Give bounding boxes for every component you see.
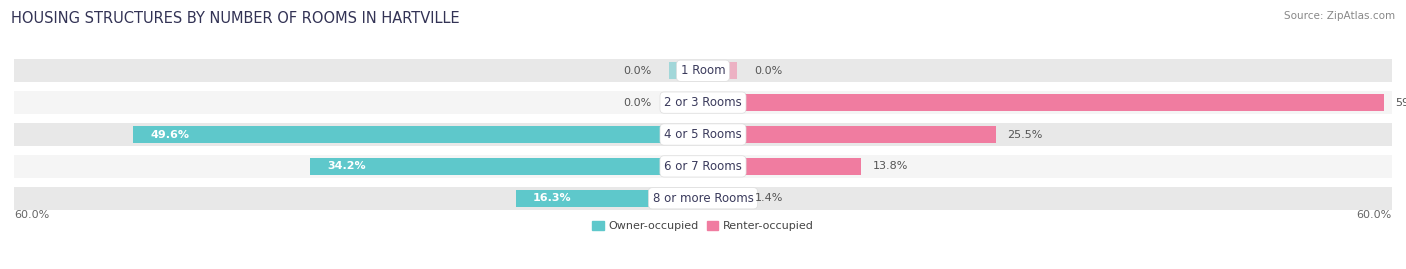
Bar bbox=[14, 187, 1392, 210]
Text: 25.5%: 25.5% bbox=[1007, 129, 1043, 140]
Text: 34.2%: 34.2% bbox=[328, 161, 366, 171]
Text: 0.0%: 0.0% bbox=[623, 66, 651, 76]
Text: 1 Room: 1 Room bbox=[681, 64, 725, 77]
Text: 6 or 7 Rooms: 6 or 7 Rooms bbox=[664, 160, 742, 173]
Bar bbox=[703, 62, 738, 79]
Bar bbox=[669, 94, 703, 111]
Text: 4 or 5 Rooms: 4 or 5 Rooms bbox=[664, 128, 742, 141]
Bar bbox=[311, 158, 703, 175]
Bar bbox=[703, 94, 1384, 111]
Bar bbox=[703, 158, 862, 175]
Text: 60.0%: 60.0% bbox=[1357, 210, 1392, 220]
Bar bbox=[516, 190, 703, 207]
Text: 13.8%: 13.8% bbox=[873, 161, 908, 171]
Text: 8 or more Rooms: 8 or more Rooms bbox=[652, 192, 754, 205]
Text: 0.0%: 0.0% bbox=[623, 98, 651, 108]
Bar bbox=[14, 155, 1392, 178]
Bar bbox=[134, 126, 703, 143]
Text: 2 or 3 Rooms: 2 or 3 Rooms bbox=[664, 96, 742, 109]
Text: 49.6%: 49.6% bbox=[150, 129, 190, 140]
Text: Source: ZipAtlas.com: Source: ZipAtlas.com bbox=[1284, 11, 1395, 21]
Text: 0.0%: 0.0% bbox=[755, 66, 783, 76]
Text: 1.4%: 1.4% bbox=[755, 193, 783, 203]
Bar bbox=[14, 91, 1392, 114]
Bar bbox=[14, 123, 1392, 146]
Bar bbox=[703, 126, 995, 143]
Bar bbox=[14, 59, 1392, 82]
Text: 60.0%: 60.0% bbox=[14, 210, 49, 220]
Text: HOUSING STRUCTURES BY NUMBER OF ROOMS IN HARTVILLE: HOUSING STRUCTURES BY NUMBER OF ROOMS IN… bbox=[11, 11, 460, 26]
Text: 16.3%: 16.3% bbox=[533, 193, 572, 203]
Legend: Owner-occupied, Renter-occupied: Owner-occupied, Renter-occupied bbox=[588, 216, 818, 236]
Bar bbox=[703, 190, 718, 207]
Text: 59.3%: 59.3% bbox=[1395, 98, 1406, 108]
Bar bbox=[669, 62, 703, 79]
